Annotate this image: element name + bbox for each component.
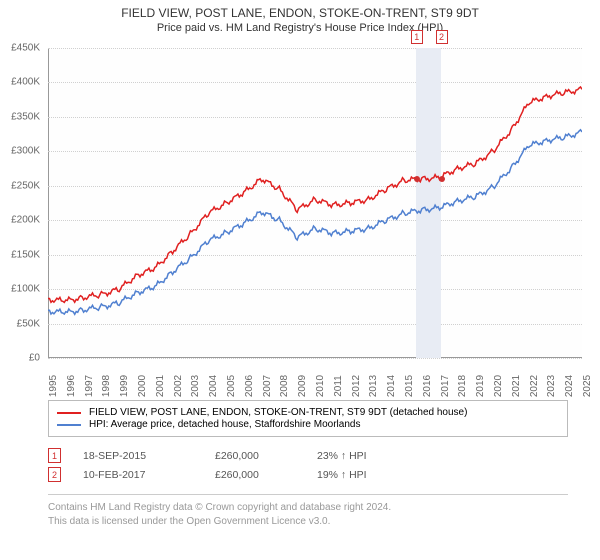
event-date: 10-FEB-2017 — [83, 469, 193, 481]
event-date: 18-SEP-2015 — [83, 450, 193, 462]
x-axis: 1995 1996 1997 1998 1999 2000 2001 2002 2003 2004… — [48, 358, 582, 398]
event-row: 1 18-SEP-2015 £260,000 23% ↑ HPI — [48, 448, 568, 463]
event-flag: 2 — [436, 30, 448, 44]
y-tick-label: £200K — [11, 215, 40, 226]
event-pct: 23% ↑ HPI — [317, 450, 407, 462]
plot-area: 12 — [48, 48, 582, 358]
legend: FIELD VIEW, POST LANE, ENDON, STOKE-ON-T… — [48, 400, 568, 437]
legend-swatch — [57, 424, 81, 426]
x-tick-label: 2007 — [262, 375, 273, 397]
x-tick-label: 2000 — [137, 375, 148, 397]
line-series-svg — [48, 48, 582, 358]
x-tick-label: 2017 — [440, 375, 451, 397]
x-tick-label: 2008 — [279, 375, 290, 397]
event-pct: 19% ↑ HPI — [317, 469, 407, 481]
x-tick-label: 1997 — [84, 375, 95, 397]
y-tick-label: £50K — [17, 318, 40, 329]
series-hpi — [48, 130, 582, 314]
chart-title: FIELD VIEW, POST LANE, ENDON, STOKE-ON-T… — [10, 6, 590, 20]
y-tick-label: £250K — [11, 180, 40, 191]
x-tick-label: 1995 — [48, 375, 59, 397]
x-tick-label: 2015 — [404, 375, 415, 397]
x-tick-label: 2018 — [457, 375, 468, 397]
legend-item: FIELD VIEW, POST LANE, ENDON, STOKE-ON-T… — [57, 407, 559, 418]
chart-subtitle: Price paid vs. HM Land Registry's House … — [10, 22, 590, 34]
title-block: FIELD VIEW, POST LANE, ENDON, STOKE-ON-T… — [0, 0, 600, 36]
x-tick-label: 2011 — [333, 375, 344, 397]
y-tick-label: £150K — [11, 249, 40, 260]
event-markers-table: 1 18-SEP-2015 £260,000 23% ↑ HPI 2 10-FEB-201… — [48, 444, 568, 486]
event-price: £260,000 — [215, 469, 295, 481]
x-tick-label: 2010 — [315, 375, 326, 397]
event-badge: 1 — [48, 448, 61, 463]
legend-label: HPI: Average price, detached house, Staf… — [89, 419, 360, 430]
x-tick-label: 2020 — [493, 375, 504, 397]
x-tick-label: 2003 — [190, 375, 201, 397]
y-tick-label: £300K — [11, 146, 40, 157]
x-tick-label: 1998 — [101, 375, 112, 397]
event-dot — [414, 176, 420, 182]
event-row: 2 10-FEB-2017 £260,000 19% ↑ HPI — [48, 467, 568, 482]
event-dot — [439, 176, 445, 182]
x-tick-label: 2023 — [546, 375, 557, 397]
x-tick-label: 2012 — [351, 375, 362, 397]
x-tick-label: 2021 — [511, 375, 522, 397]
footer: Contains HM Land Registry data © Crown c… — [48, 494, 568, 528]
x-tick-label: 2006 — [244, 375, 255, 397]
x-tick-label: 2025 — [582, 375, 593, 397]
x-tick-label: 2024 — [564, 375, 575, 397]
event-flag: 1 — [411, 30, 423, 44]
x-tick-label: 2001 — [155, 375, 166, 397]
footer-line-2: This data is licensed under the Open Gov… — [48, 515, 568, 529]
event-badge: 2 — [48, 467, 61, 482]
y-axis: £0£50K£100K£150K£200K£250K£300K£350K£400… — [0, 48, 44, 358]
x-tick-label: 2002 — [173, 375, 184, 397]
x-tick-label: 2016 — [422, 375, 433, 397]
footer-line-1: Contains HM Land Registry data © Crown c… — [48, 501, 568, 515]
legend-item: HPI: Average price, detached house, Staf… — [57, 419, 559, 430]
x-tick-label: 2005 — [226, 375, 237, 397]
y-tick-label: £350K — [11, 111, 40, 122]
y-tick-label: £450K — [11, 43, 40, 54]
legend-label: FIELD VIEW, POST LANE, ENDON, STOKE-ON-T… — [89, 407, 467, 418]
x-tick-label: 2004 — [208, 375, 219, 397]
chart-container: FIELD VIEW, POST LANE, ENDON, STOKE-ON-T… — [0, 0, 600, 560]
legend-swatch — [57, 412, 81, 414]
y-tick-label: £400K — [11, 77, 40, 88]
x-tick-label: 1996 — [66, 375, 77, 397]
x-tick-label: 1999 — [119, 375, 130, 397]
series-property — [48, 87, 582, 302]
y-tick-label: £100K — [11, 284, 40, 295]
y-tick-label: £0 — [29, 353, 40, 364]
x-tick-label: 2014 — [386, 375, 397, 397]
x-tick-label: 2022 — [529, 375, 540, 397]
event-price: £260,000 — [215, 450, 295, 462]
x-tick-label: 2013 — [368, 375, 379, 397]
x-tick-label: 2019 — [475, 375, 486, 397]
x-tick-label: 2009 — [297, 375, 308, 397]
